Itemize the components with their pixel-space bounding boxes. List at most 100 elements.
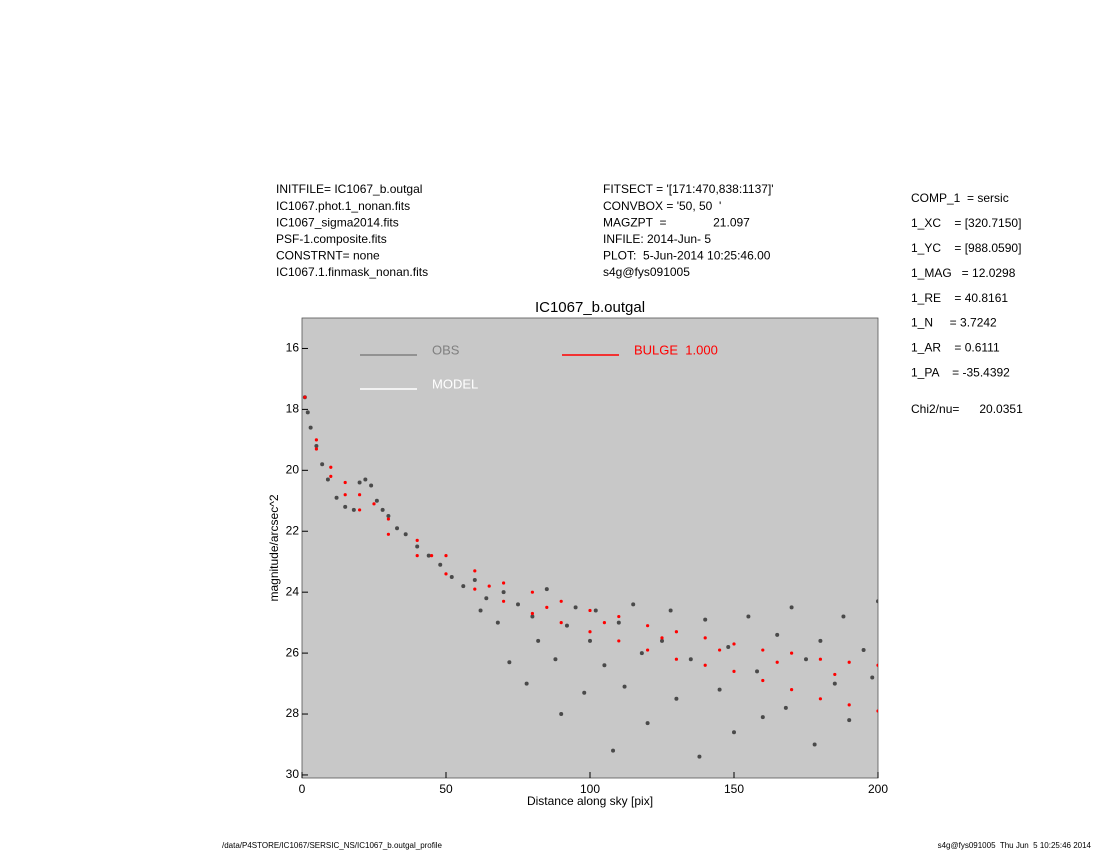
header-left-line: IC1067.phot.1_nonan.fits	[276, 199, 410, 213]
data-point	[380, 507, 385, 512]
data-point	[487, 584, 491, 588]
chart-title: IC1067_b.outgal	[535, 299, 645, 316]
data-point	[789, 605, 794, 610]
data-point	[502, 599, 506, 603]
data-point	[876, 709, 878, 713]
data-point	[386, 532, 390, 536]
data-point	[564, 623, 569, 628]
data-point	[617, 614, 621, 619]
header-middle-line: s4g@fys091005	[603, 265, 690, 279]
data-point	[544, 587, 549, 592]
data-point	[847, 718, 852, 723]
data-point	[645, 721, 650, 726]
data-point	[461, 584, 466, 589]
data-point	[832, 681, 837, 686]
y-tick-label: 28	[286, 706, 300, 720]
x-tick-label: 200	[868, 782, 888, 796]
header-middle-line: PLOT: 5-Jun-2014 10:25:46.00	[603, 249, 771, 263]
data-point	[372, 502, 376, 506]
data-point	[703, 663, 707, 667]
header-middle-line: CONVBOX = '50, 50 '	[603, 199, 721, 213]
data-point	[732, 642, 736, 646]
data-point	[325, 477, 330, 482]
data-point	[761, 678, 765, 683]
plot-area	[301, 317, 879, 779]
data-point	[308, 425, 313, 430]
data-point	[726, 645, 731, 650]
x-tick-label: 0	[299, 782, 306, 796]
data-point	[507, 660, 512, 665]
x-tick-label: 150	[724, 782, 744, 796]
data-point	[582, 690, 587, 695]
fit-parameter: 1_PA = -35.4392	[911, 365, 1010, 379]
data-point	[622, 684, 627, 689]
data-point	[732, 669, 736, 673]
data-point	[314, 447, 318, 451]
data-point	[343, 480, 347, 485]
data-point	[718, 648, 722, 652]
data-point	[473, 587, 477, 591]
data-point	[415, 554, 419, 558]
data-point	[530, 614, 535, 619]
y-axis-label: magnitude/arcsec^2	[267, 494, 281, 601]
data-point	[668, 608, 673, 613]
x-tick-label: 100	[580, 782, 600, 796]
legend-label: BULGE 1.000	[634, 342, 718, 357]
data-point	[697, 754, 702, 759]
data-point	[530, 611, 535, 616]
data-point	[444, 572, 448, 576]
data-point	[732, 730, 736, 735]
data-point	[358, 508, 362, 512]
data-point	[631, 602, 636, 607]
y-tick-label: 26	[286, 645, 300, 659]
data-point	[870, 675, 875, 680]
data-point	[553, 657, 558, 662]
data-point	[351, 507, 356, 512]
data-point	[530, 590, 535, 594]
x-tick-label: 50	[439, 782, 453, 796]
data-point	[790, 688, 794, 692]
data-point	[403, 532, 408, 537]
data-point	[473, 569, 477, 573]
data-point	[588, 630, 592, 634]
y-tick-label: 22	[286, 523, 300, 537]
fit-parameter: COMP_1 = sersic	[911, 191, 1009, 205]
data-point	[343, 504, 348, 509]
fit-parameter: 1_RE = 40.8161	[911, 291, 1008, 305]
data-point	[386, 514, 391, 519]
fit-parameter: 1_AR = 0.6111	[911, 341, 1000, 355]
data-point	[639, 651, 644, 656]
fit-parameter: 1_MAG = 12.0298	[911, 266, 1016, 280]
y-tick-label: 24	[286, 584, 300, 598]
data-point	[812, 742, 817, 747]
data-point	[717, 687, 722, 692]
data-point	[358, 493, 362, 497]
data-point	[818, 638, 823, 643]
fit-parameter: 1_N = 3.7242	[911, 316, 997, 330]
fit-parameter: 1_YC = [988.0590]	[911, 241, 1021, 255]
data-point	[430, 554, 434, 558]
data-point	[616, 620, 621, 625]
data-point	[320, 462, 325, 467]
data-point	[334, 495, 339, 500]
data-point	[775, 632, 780, 637]
data-point	[495, 620, 500, 625]
data-point	[818, 697, 823, 701]
data-point	[573, 605, 578, 610]
data-point	[559, 599, 563, 603]
header-left-line: IC1067.1.finmask_nonan.fits	[276, 265, 428, 279]
data-point	[305, 410, 310, 415]
data-point	[755, 669, 760, 674]
data-point	[617, 639, 621, 643]
data-point	[861, 648, 866, 653]
fit-parameter: 1_XC = [320.7150]	[911, 216, 1021, 230]
data-point	[876, 663, 878, 667]
y-tick-label: 18	[286, 402, 300, 416]
footer-right: s4g@fys091005 Thu Jun 5 10:25:46 2014	[938, 841, 1092, 850]
y-tick-label: 20	[286, 462, 300, 476]
x-axis-label: Distance along sky [pix]	[527, 794, 653, 808]
data-point	[646, 624, 650, 628]
data-point	[472, 577, 477, 582]
